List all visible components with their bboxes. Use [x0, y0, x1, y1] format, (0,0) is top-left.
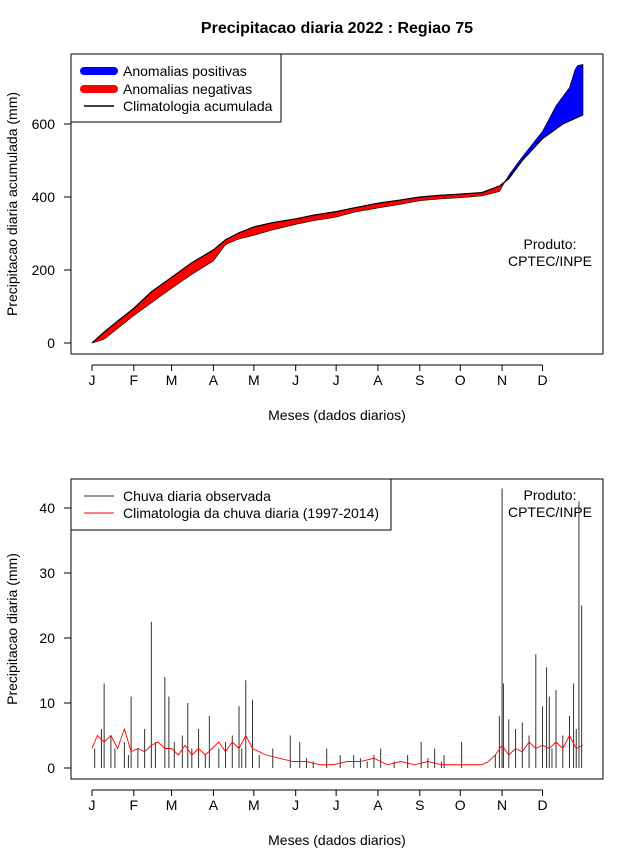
- y-axis-label: Precipitacao diaria acumulada (mm): [4, 92, 20, 316]
- climatology-cumulative-line: [91, 114, 584, 344]
- x-tick-label: M: [166, 797, 178, 813]
- chart-title: Precipitacao diaria 2022 : Regiao 75: [201, 20, 473, 37]
- x-tick-label: J: [333, 797, 340, 813]
- cumulative-chart: Precipitacao diaria 2022 : Regiao 75 J F M…: [4, 20, 604, 423]
- x-tick-label: J: [89, 372, 96, 388]
- x-axis-label: Meses (dados diarios): [268, 407, 406, 423]
- x-tick-label: O: [455, 372, 466, 388]
- y-tick-label: 0: [47, 760, 55, 776]
- daily-chart: J F M A M J J A S O N D 0 10 20 30 40 Meses (dados diari…: [4, 478, 604, 848]
- plot-frame: [70, 53, 604, 355]
- y-tick-label: 40: [39, 500, 55, 516]
- y-tick-label: 200: [32, 262, 56, 278]
- x-tick-label: F: [130, 372, 139, 388]
- x-tick-label: F: [130, 797, 139, 813]
- x-tick-label: D: [537, 797, 547, 813]
- daily-plot-area: J F M A M J J A S O N D 0 10 20 30 40: [39, 488, 584, 813]
- climatology-daily-line: [91, 727, 584, 766]
- legend-box: [70, 478, 392, 531]
- y-tick-label: 0: [47, 335, 55, 351]
- y-tick-label: 400: [32, 189, 56, 205]
- legend: Chuva diaria observada Climatologia da c…: [70, 478, 392, 531]
- legend-label: Climatologia acumulada: [123, 98, 273, 114]
- legend-label: Anomalias negativas: [123, 81, 252, 97]
- x-tick-label: J: [292, 372, 299, 388]
- x-tick-label: O: [455, 797, 466, 813]
- x-tick-label: A: [209, 372, 219, 388]
- x-tick-label: J: [292, 797, 299, 813]
- negative-anomaly-area: [91, 114, 584, 344]
- y-tick-label: 20: [39, 630, 55, 646]
- legend-label: Anomalias positivas: [123, 63, 247, 79]
- annotation-line-2: CPTEC/INPE: [508, 253, 592, 269]
- x-tick-label: M: [248, 797, 260, 813]
- product-annotation: Produto: CPTEC/INPE: [508, 487, 592, 520]
- x-tick-label: A: [373, 372, 383, 388]
- x-tick-label: J: [89, 797, 96, 813]
- x-axis-label: Meses (dados diarios): [268, 832, 406, 848]
- x-tick-label: A: [209, 797, 219, 813]
- x-tick-label: M: [248, 372, 260, 388]
- x-tick-label: J: [333, 372, 340, 388]
- y-tick-label: 600: [32, 116, 56, 132]
- cumulative-plot-area: J F M A M J J A S O N D 0 200 400 600: [32, 64, 584, 388]
- x-tick-label: M: [166, 372, 178, 388]
- product-annotation: Produto: CPTEC/INPE: [508, 236, 592, 269]
- y-axis-label: Precipitacao diaria (mm): [4, 553, 20, 705]
- legend: Anomalias positivas Anomalias negativas …: [70, 53, 282, 123]
- annotation-line-1: Produto:: [524, 487, 577, 503]
- x-tick-label: S: [415, 797, 424, 813]
- x-tick-label: A: [373, 797, 383, 813]
- x-tick-label: D: [537, 372, 547, 388]
- x-tick-label: N: [497, 372, 507, 388]
- y-tick-label: 10: [39, 695, 55, 711]
- annotation-line-1: Produto:: [524, 236, 577, 252]
- x-tick-label: N: [497, 797, 507, 813]
- legend-label: Chuva diaria observada: [123, 488, 271, 504]
- y-tick-label: 30: [39, 565, 55, 581]
- legend-label: Climatologia da chuva diaria (1997-2014): [123, 505, 379, 521]
- x-tick-label: S: [415, 372, 424, 388]
- annotation-line-2: CPTEC/INPE: [508, 504, 592, 520]
